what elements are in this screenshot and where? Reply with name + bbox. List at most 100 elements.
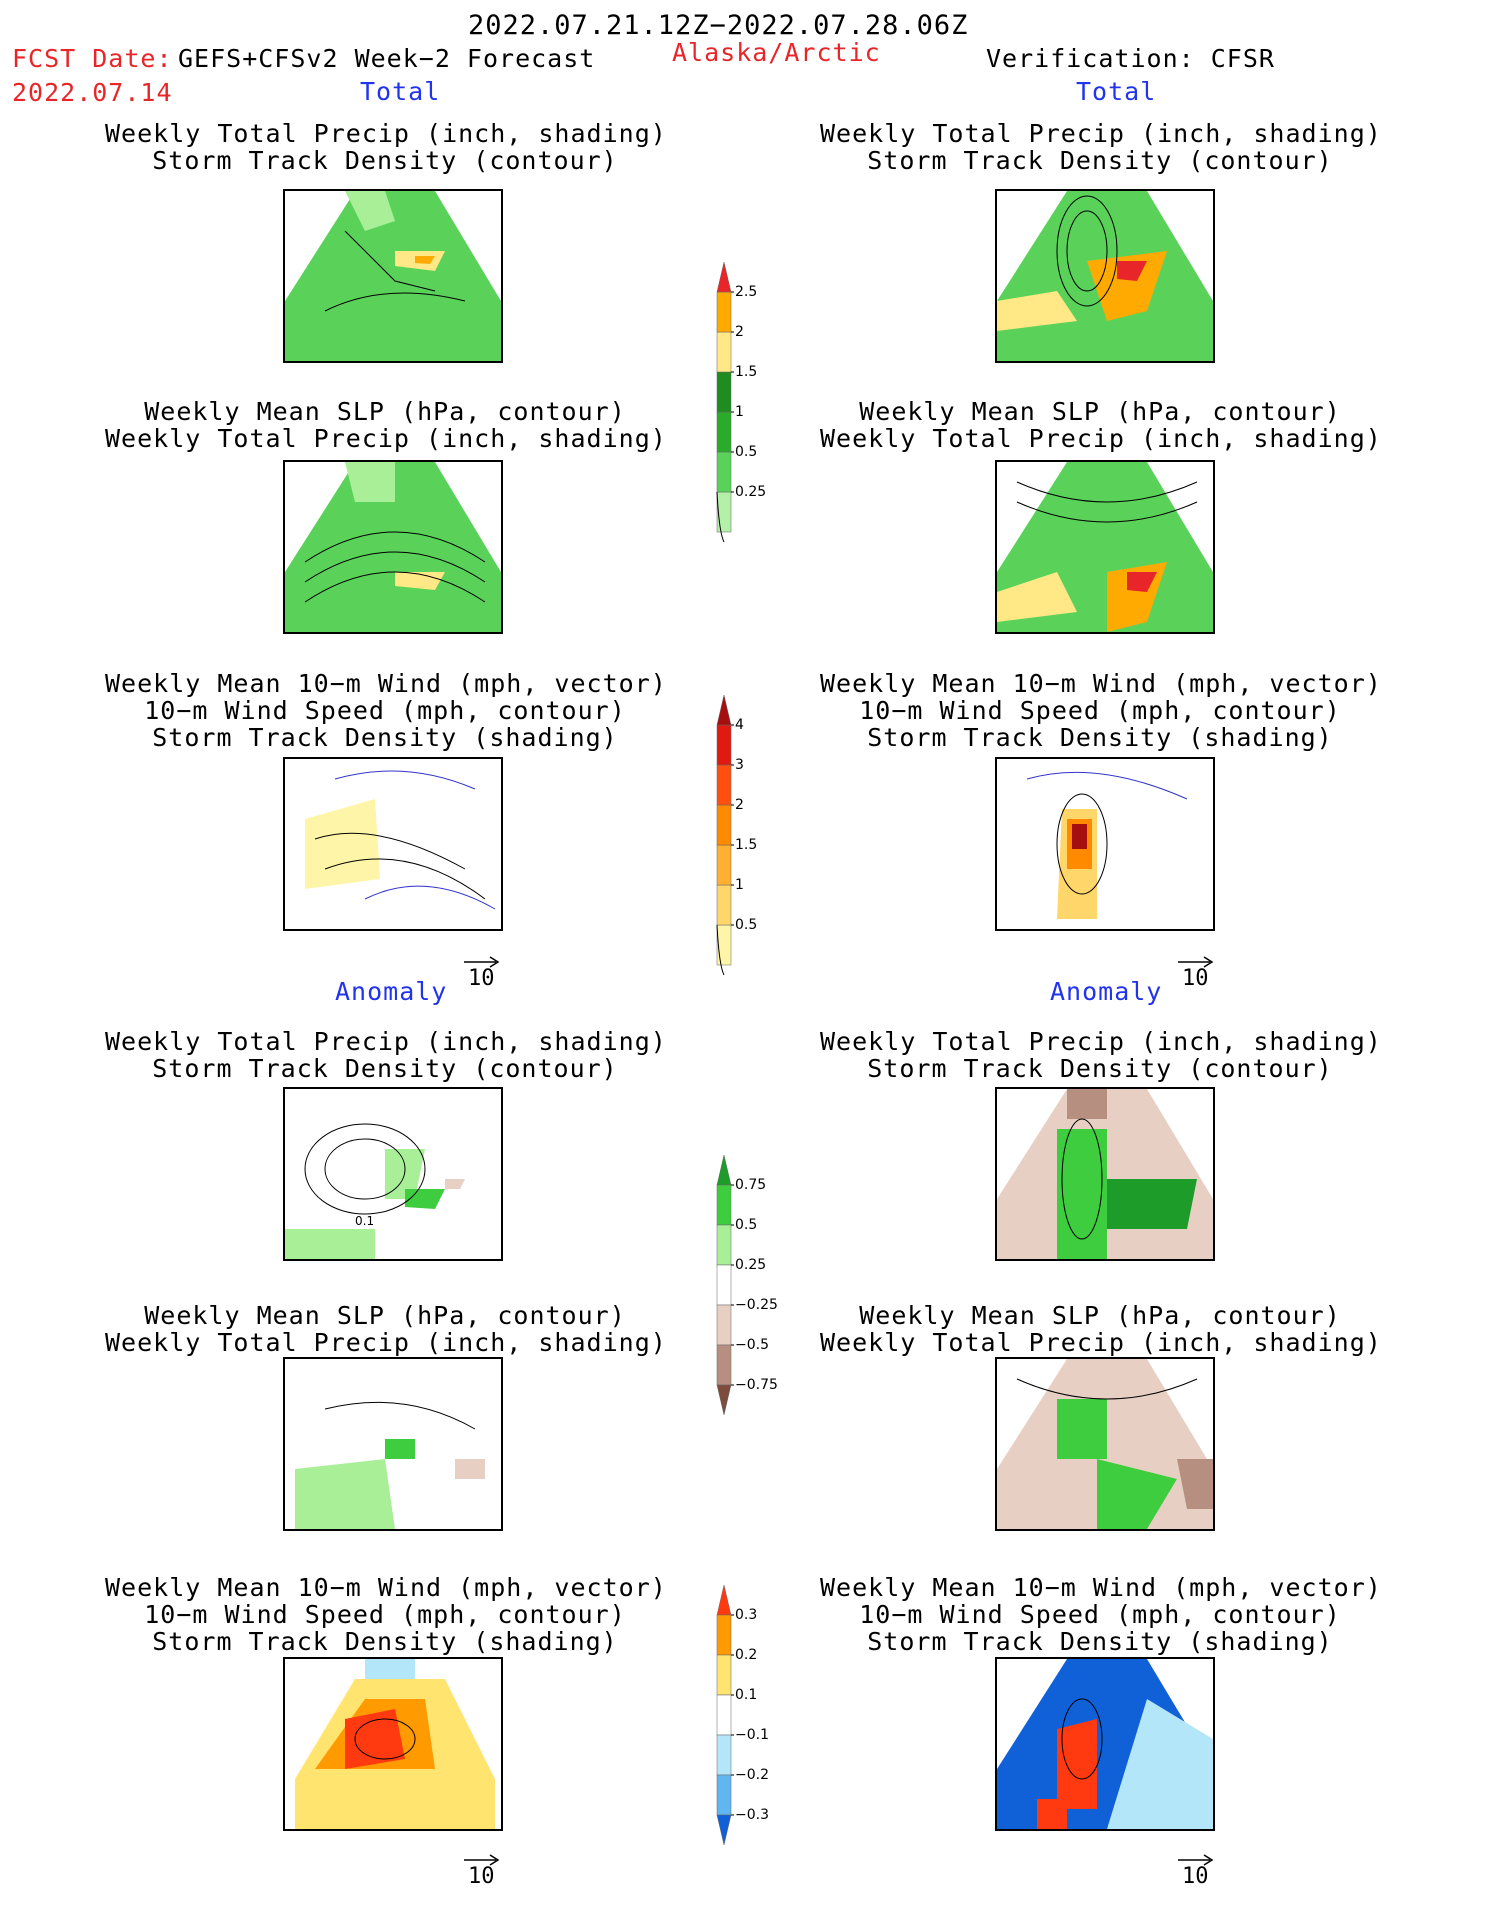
colorbar-swatch [716, 695, 732, 726]
anomaly-label-left: Anomaly [335, 977, 448, 1006]
colorbar-tick-label: 0.1 [735, 1687, 757, 1703]
map-verif-total-precip [995, 189, 1215, 363]
colorbar-tick-label: 1 [735, 404, 744, 420]
colorbar-swatch [716, 1774, 732, 1816]
colorbar-swatch [716, 764, 732, 806]
colorbar-tick-label: 0.3 [735, 1607, 757, 1623]
fcst-model: GEFS+CFSv2 Week−2 Forecast [178, 44, 596, 73]
total-label-left: Total [360, 77, 441, 106]
colorbar-tick-label: 1.5 [735, 837, 757, 853]
colorbar-swatch [716, 491, 732, 533]
map-verif-anom-wind [995, 1657, 1215, 1831]
vector-key-label: 10 [1182, 966, 1209, 991]
colorbar-tick-label: 0.75 [735, 1177, 766, 1193]
colorbar-tick-label: 2.5 [735, 284, 757, 300]
colorbar-swatch [716, 1585, 732, 1616]
period-title: 2022.07.21.12Z−2022.07.28.06Z [468, 10, 969, 41]
map-verif-total-wind [995, 757, 1215, 931]
colorbar-swatch [716, 371, 732, 413]
panel-title-forecast-anom-slp: Weekly Mean SLP (hPa, contour) Weekly Tot… [105, 1301, 667, 1357]
colorbar-total-storm-track: 0.5 1 1.5 2 3 4 [716, 695, 757, 976]
colorbar-tick-label: 4 [735, 717, 744, 733]
total-label-right: Total [1076, 77, 1157, 106]
colorbar-tick-label: −0.75 [735, 1377, 778, 1393]
colorbar-swatch [716, 924, 732, 966]
colorbar-swatch [716, 1224, 732, 1266]
colorbar-tick-label: 0.25 [735, 484, 766, 500]
panel-title-forecast-total-wind: Weekly Mean 10−m Wind (mph, vector) 10−m … [105, 669, 667, 752]
colorbar-tick-label: 0.5 [735, 917, 757, 933]
panel-title-verif-total-wind: Weekly Mean 10−m Wind (mph, vector) 10−m … [820, 669, 1382, 752]
map-forecast-total-slp [283, 460, 503, 634]
panel-title-verif-anom-slp: Weekly Mean SLP (hPa, contour) Weekly Tot… [820, 1301, 1382, 1357]
colorbar-tick-label: 2 [735, 324, 744, 340]
map-forecast-total-precip [283, 189, 503, 363]
colorbar-swatch [716, 331, 732, 373]
colorbar-swatch [716, 1304, 732, 1346]
fcst-label: FCST Date: [12, 44, 173, 73]
colorbar-tick-label: 2 [735, 797, 744, 813]
map-verif-anom-slp [995, 1357, 1215, 1531]
colorbar-tick-label: −0.5 [735, 1337, 769, 1353]
vector-key-label: 10 [468, 1864, 495, 1889]
colorbar-tick-label: 0.25 [735, 1257, 766, 1273]
map-forecast-anom-wind [283, 1657, 503, 1831]
colorbar-anomaly-precip: 0.75 0.5 0.25 −0.25 −0.5 −0.75 [716, 1155, 778, 1416]
anomaly-label-right: Anomaly [1050, 977, 1163, 1006]
colorbar-swatch [716, 1814, 732, 1846]
fcst-date: 2022.07.14 [12, 78, 173, 107]
colorbar-tick-label: −0.1 [735, 1727, 769, 1743]
colorbar-tick-label: 1 [735, 877, 744, 893]
colorbar-swatch [716, 451, 732, 493]
colorbar-tick-label: 1.5 [735, 364, 757, 380]
vector-key-arrow-icon [1176, 1848, 1216, 1872]
colorbar-swatch [716, 884, 732, 926]
colorbar-tick-label: −0.2 [735, 1767, 769, 1783]
colorbar-anomaly-storm-track: 0.3 0.2 0.1 −0.1 −0.2 −0.3 [716, 1585, 769, 1846]
panel-title-forecast-total-precip: Weekly Total Precip (inch, shading) Storm… [105, 119, 667, 175]
panel-title-forecast-anom-wind: Weekly Mean 10−m Wind (mph, vector) 10−m … [105, 1573, 667, 1656]
region-label: Alaska/Arctic [672, 38, 881, 67]
vector-key-arrow-icon [1176, 950, 1216, 974]
colorbar-swatch [716, 262, 732, 293]
colorbar-tick-label: −0.25 [735, 1297, 778, 1313]
colorbar-swatch [716, 1184, 732, 1226]
colorbar-swatch [716, 1734, 732, 1776]
contour-label: 0.1 [355, 1214, 375, 1228]
colorbar-swatch [716, 1614, 732, 1656]
colorbar-swatch [716, 1694, 732, 1736]
colorbar-swatch [716, 844, 732, 886]
vector-key-label: 10 [1182, 1864, 1209, 1889]
colorbar-tick-label: 0.2 [735, 1647, 757, 1663]
vector-key-arrow-icon [462, 950, 502, 974]
colorbar-tick-label: 0.5 [735, 444, 757, 460]
panel-title-verif-anom-wind: Weekly Mean 10−m Wind (mph, vector) 10−m … [820, 1573, 1382, 1656]
colorbar-swatch [716, 1654, 732, 1696]
colorbar-swatch [716, 804, 732, 846]
panel-title-verif-total-precip: Weekly Total Precip (inch, shading) Storm… [820, 119, 1382, 175]
colorbar-tail [716, 491, 725, 543]
colorbar-swatch [716, 1264, 732, 1306]
map-verif-total-slp [995, 460, 1215, 634]
colorbar-tail [716, 924, 725, 976]
colorbar-swatch [716, 291, 732, 333]
panel-title-verif-anom-precip: Weekly Total Precip (inch, shading) Storm… [820, 1027, 1382, 1083]
colorbar-tick-label: 3 [735, 757, 744, 773]
panel-title-forecast-total-slp: Weekly Mean SLP (hPa, contour) Weekly Tot… [105, 397, 667, 453]
map-forecast-anom-slp [283, 1357, 503, 1531]
map-verif-anom-precip [995, 1087, 1215, 1261]
colorbar-swatch [716, 1384, 732, 1416]
map-forecast-total-wind [283, 757, 503, 931]
panel-title-verif-total-slp: Weekly Mean SLP (hPa, contour) Weekly Tot… [820, 397, 1382, 453]
colorbar-swatch [716, 1155, 732, 1186]
colorbar-swatch [716, 1344, 732, 1386]
colorbar-swatch [716, 411, 732, 453]
colorbar-total-precip: 0.25 0.5 1 1.5 2 2.5 [716, 262, 766, 543]
vector-key-arrow-icon [462, 1848, 502, 1872]
verification-label: Verification: CFSR [986, 44, 1275, 73]
map-forecast-anom-precip [283, 1087, 503, 1261]
panel-title-forecast-anom-precip: Weekly Total Precip (inch, shading) Storm… [105, 1027, 667, 1083]
colorbar-tick-label: 0.5 [735, 1217, 757, 1233]
vector-key-label: 10 [468, 966, 495, 991]
colorbar-tick-label: −0.3 [735, 1807, 769, 1823]
